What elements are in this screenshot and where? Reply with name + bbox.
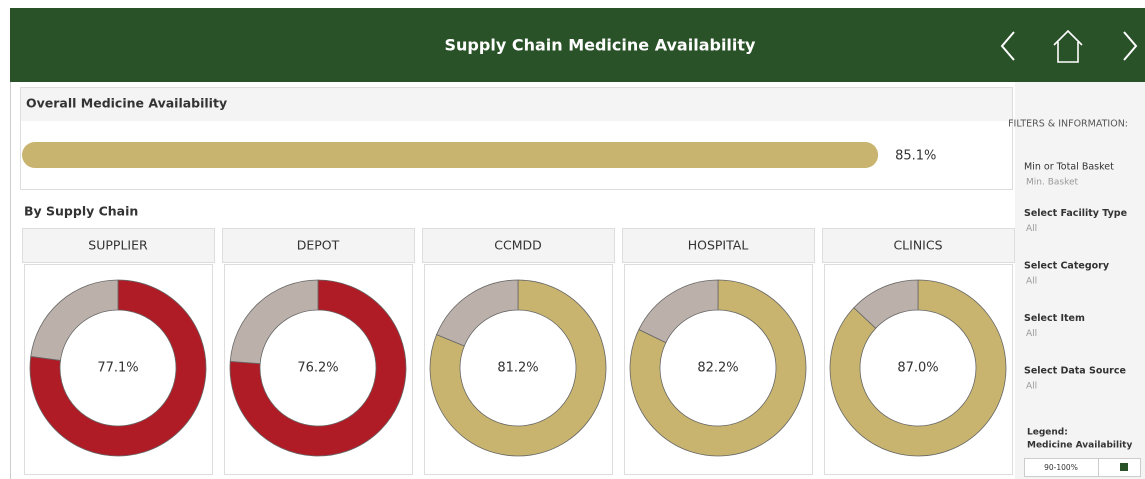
donut-value-label: 82.2% (697, 361, 738, 376)
card-header (622, 228, 815, 263)
left-border (10, 82, 11, 479)
card-title: HOSPITAL (688, 238, 749, 253)
donut-value-label: 76.2% (297, 361, 338, 376)
donut-remainder (638, 279, 719, 344)
card-header (22, 228, 215, 263)
donut-segment (229, 279, 407, 457)
header-title: Supply Chain Medicine Availability (445, 36, 757, 55)
card-header (822, 228, 1015, 263)
donut-remainder (229, 279, 319, 365)
donut-remainder (30, 279, 119, 361)
legend-box (1024, 458, 1141, 477)
legend-swatch (1120, 463, 1128, 471)
legend-subtitle: Medicine Availability (1027, 441, 1132, 451)
donut-segment (629, 279, 807, 457)
nav-forward[interactable] (1123, 31, 1138, 61)
filter-label: Select Facility Type (1024, 208, 1127, 219)
nav-home[interactable] (1053, 29, 1083, 63)
card-title: SUPPLIER (88, 238, 148, 253)
donut-value-label: 81.2% (497, 361, 538, 376)
filter-value: Min. Basket (1026, 178, 1078, 188)
header-bar (10, 8, 1145, 82)
filter-value: All (1026, 224, 1037, 234)
card-header (222, 228, 415, 263)
overall-value-label: 85.1% (895, 149, 936, 164)
legend-label: 90-100% (1044, 463, 1078, 472)
card-title: DEPOT (297, 238, 340, 253)
donut-remainder (853, 279, 919, 329)
overall-title: Overall Medicine Availability (26, 96, 227, 111)
filter-value: All (1026, 329, 1037, 339)
donut-segment (829, 279, 1007, 457)
overall-title-bg (21, 88, 1012, 121)
card-title: CLINICS (893, 238, 942, 253)
donut-remainder (436, 279, 519, 347)
cards: SUPPLIER 77.1% DEPOT 76.2% CCMDD 81.2% HOSPITA… (22, 228, 1015, 475)
card-header (422, 228, 615, 263)
legend-title: Legend: (1027, 428, 1068, 438)
donut-value-label: 87.0% (897, 361, 938, 376)
donut-segment (29, 279, 207, 457)
nav-back[interactable] (1000, 31, 1015, 61)
filter-label: Select Data Source (1024, 366, 1126, 377)
filter-value: All (1026, 382, 1037, 392)
filters-title: FILTERS & INFORMATION: (1008, 119, 1128, 130)
filter-label: Select Category (1024, 261, 1110, 272)
filters: FILTERS & INFORMATION: Min or Total Baske… (1008, 119, 1141, 477)
filter-label: Min or Total Basket (1024, 162, 1114, 173)
filter-value: All (1026, 277, 1037, 287)
donut-segment (429, 279, 607, 457)
filter-panel (1015, 82, 1145, 479)
section-title: By Supply Chain (24, 204, 138, 219)
card-title: CCMDD (494, 238, 542, 253)
donut-value-label: 77.1% (97, 361, 138, 376)
overall-bar (22, 142, 879, 168)
filter-label: Select Item (1024, 313, 1085, 324)
